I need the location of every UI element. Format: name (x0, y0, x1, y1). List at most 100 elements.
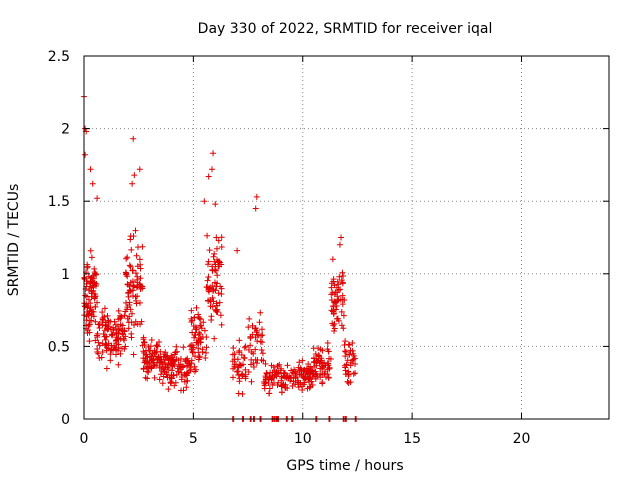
data-point (282, 384, 289, 391)
data-point (288, 367, 295, 374)
data-point (172, 379, 179, 386)
data-point (121, 312, 128, 319)
data-point (82, 292, 89, 299)
data-point (236, 378, 243, 385)
data-point (342, 338, 349, 345)
data-point (188, 307, 195, 314)
data-point (138, 283, 145, 290)
data-point (133, 297, 140, 304)
data-point (109, 331, 116, 338)
data-point (162, 354, 169, 361)
data-point (235, 349, 242, 356)
data-point (121, 327, 128, 334)
data-point (261, 380, 268, 387)
data-point (202, 349, 209, 356)
data-point (235, 371, 242, 378)
x-tick-label: 20 (513, 431, 531, 447)
data-point (306, 379, 313, 386)
data-point (90, 272, 97, 279)
axis-ticks: 0 5 10 15 20 0 0.5 1 1.5 2 2.5 (48, 49, 609, 447)
data-point (263, 370, 270, 377)
data-point (250, 364, 257, 371)
data-point (193, 304, 200, 311)
data-point (131, 322, 138, 329)
data-point (245, 368, 252, 375)
data-point (211, 279, 218, 286)
data-point (341, 297, 348, 304)
data-point (341, 362, 348, 369)
data-point (183, 371, 190, 378)
data-point (96, 354, 103, 361)
data-point (252, 205, 259, 212)
data-point (160, 373, 167, 380)
data-point (161, 359, 168, 366)
data-point (83, 313, 90, 320)
data-point (92, 303, 99, 310)
data-point (352, 361, 359, 368)
data-point (265, 380, 272, 387)
data-point (169, 363, 176, 370)
data-point (114, 330, 121, 337)
data-point (173, 343, 180, 350)
data-point (205, 173, 212, 180)
data-point (324, 339, 331, 346)
data-point (120, 331, 127, 338)
data-point (84, 330, 91, 337)
data-point (229, 374, 236, 381)
data-point (321, 359, 328, 366)
data-point (352, 370, 359, 377)
data-point (329, 289, 336, 296)
data-point (116, 327, 123, 334)
data-point (117, 335, 124, 342)
data-point (252, 346, 259, 353)
data-point (236, 337, 243, 344)
data-point (213, 245, 220, 252)
data-point (88, 274, 95, 281)
data-point (315, 353, 322, 360)
data-point (210, 150, 217, 157)
data-point (92, 337, 99, 344)
data-point (280, 373, 287, 380)
data-point (113, 334, 120, 341)
y-tick-label: 1.5 (48, 194, 70, 210)
data-point (270, 364, 277, 371)
data-point (168, 372, 175, 379)
data-point (197, 316, 204, 323)
data-point (347, 347, 354, 354)
data-point (346, 351, 353, 358)
data-point (242, 366, 249, 373)
data-point (87, 300, 94, 307)
data-point (206, 247, 213, 254)
data-point (342, 371, 349, 378)
data-point (337, 286, 344, 293)
data-point (338, 234, 345, 241)
data-point (210, 253, 217, 260)
data-point (334, 315, 341, 322)
data-point (342, 353, 349, 360)
data-point (291, 366, 298, 373)
data-point (84, 327, 91, 334)
data-point (89, 279, 96, 286)
data-point (337, 296, 344, 303)
data-point (209, 266, 216, 273)
data-point (347, 379, 354, 386)
y-tick-label: 2 (61, 122, 70, 138)
data-point (299, 357, 306, 364)
data-point (344, 357, 351, 364)
x-axis-label: GPS time / hours (286, 458, 403, 474)
data-point (328, 307, 335, 314)
data-point (301, 374, 308, 381)
data-point (292, 374, 299, 381)
data-point (329, 256, 336, 263)
x-tick-label: 15 (403, 431, 421, 447)
data-point (129, 292, 136, 299)
data-point (129, 180, 136, 187)
data-point (257, 332, 264, 339)
data-point (326, 364, 333, 371)
data-point (175, 368, 182, 375)
data-point (105, 325, 112, 332)
data-point (123, 271, 130, 278)
data-point (201, 198, 208, 205)
data-point (340, 312, 347, 319)
